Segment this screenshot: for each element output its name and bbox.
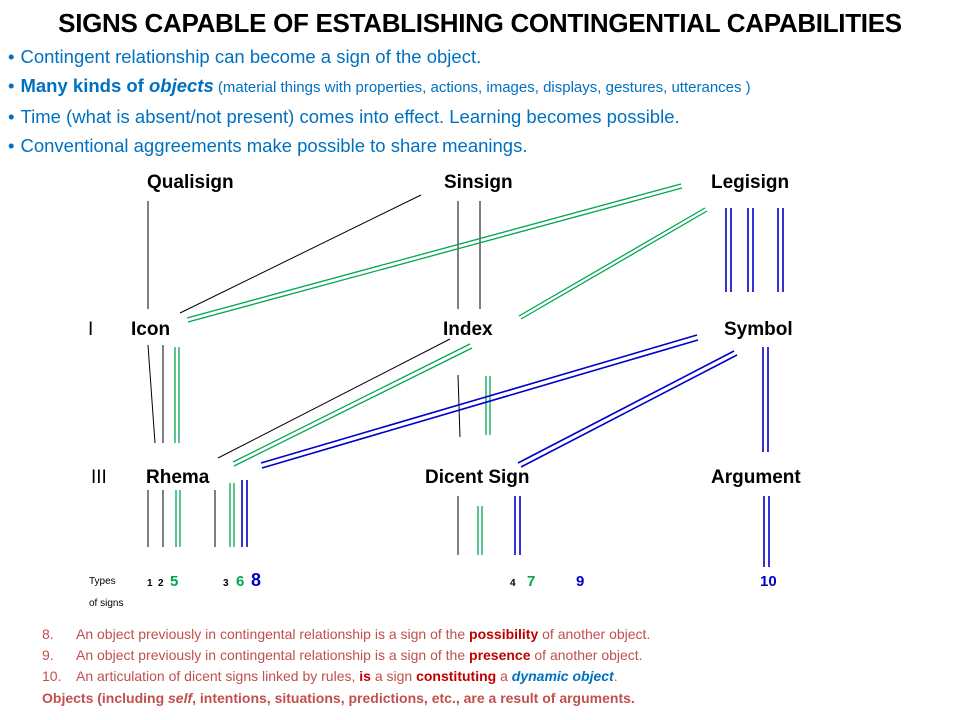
node-index: Index xyxy=(443,319,493,340)
note-9: 9. An object previously in contingental r… xyxy=(42,647,643,663)
node-argument: Argument xyxy=(711,467,801,488)
types-label: Types xyxy=(89,576,116,587)
type-10: 10 xyxy=(760,573,777,590)
node-symbol: Symbol xyxy=(724,319,793,340)
type-5: 5 xyxy=(170,573,179,590)
type-9: 9 xyxy=(576,573,585,590)
note-conclusion: Objects (including self, intentions, sit… xyxy=(42,690,635,706)
notes: 8. An object previously in contingental r… xyxy=(42,624,942,709)
type-8: 8 xyxy=(251,570,262,590)
type-7: 7 xyxy=(527,573,536,590)
node-sinsign: Sinsign xyxy=(444,172,513,193)
node-icon: Icon xyxy=(131,319,171,340)
note-8: 8. An object previously in contingental r… xyxy=(42,626,651,642)
bullet-4: • Conventional aggreements make possible … xyxy=(8,135,528,156)
line-index-dicent xyxy=(457,374,461,438)
node-rhema: Rhema xyxy=(146,467,210,488)
node-dicent-sign: Dicent Sign xyxy=(425,467,530,488)
line-icon-rhema-a xyxy=(147,344,156,444)
node-qualisign: Qualisign xyxy=(147,172,234,193)
type-3: 3 xyxy=(223,578,229,589)
line-index-rhema xyxy=(217,338,451,459)
row-label-1: I xyxy=(88,319,94,340)
type-6: 6 xyxy=(236,573,245,590)
blue-lines xyxy=(241,208,784,567)
bullet-1: • Contingent relationship can become a si… xyxy=(8,46,482,67)
row-label-3: III xyxy=(91,467,107,488)
type-4: 4 xyxy=(510,578,516,589)
node-legisign: Legisign xyxy=(711,172,790,193)
type-1: 1 xyxy=(147,578,153,589)
note-10: 10. An articulation of dicent signs linke… xyxy=(42,668,618,684)
types-label-2: of signs xyxy=(89,598,124,609)
page-title: SIGNS CAPABLE OF ESTABLISHING CONTINGENT… xyxy=(58,8,902,38)
bullet-3: • Time (what is absent/not present) comes… xyxy=(8,106,680,127)
line-sinsign-icon xyxy=(179,194,422,314)
green-lines xyxy=(174,183,708,555)
bullet-2: • Many kinds of objects (material things … xyxy=(8,75,751,96)
bullet-list: • Contingent relationship can become a si… xyxy=(8,42,953,160)
type-2: 2 xyxy=(158,578,164,589)
